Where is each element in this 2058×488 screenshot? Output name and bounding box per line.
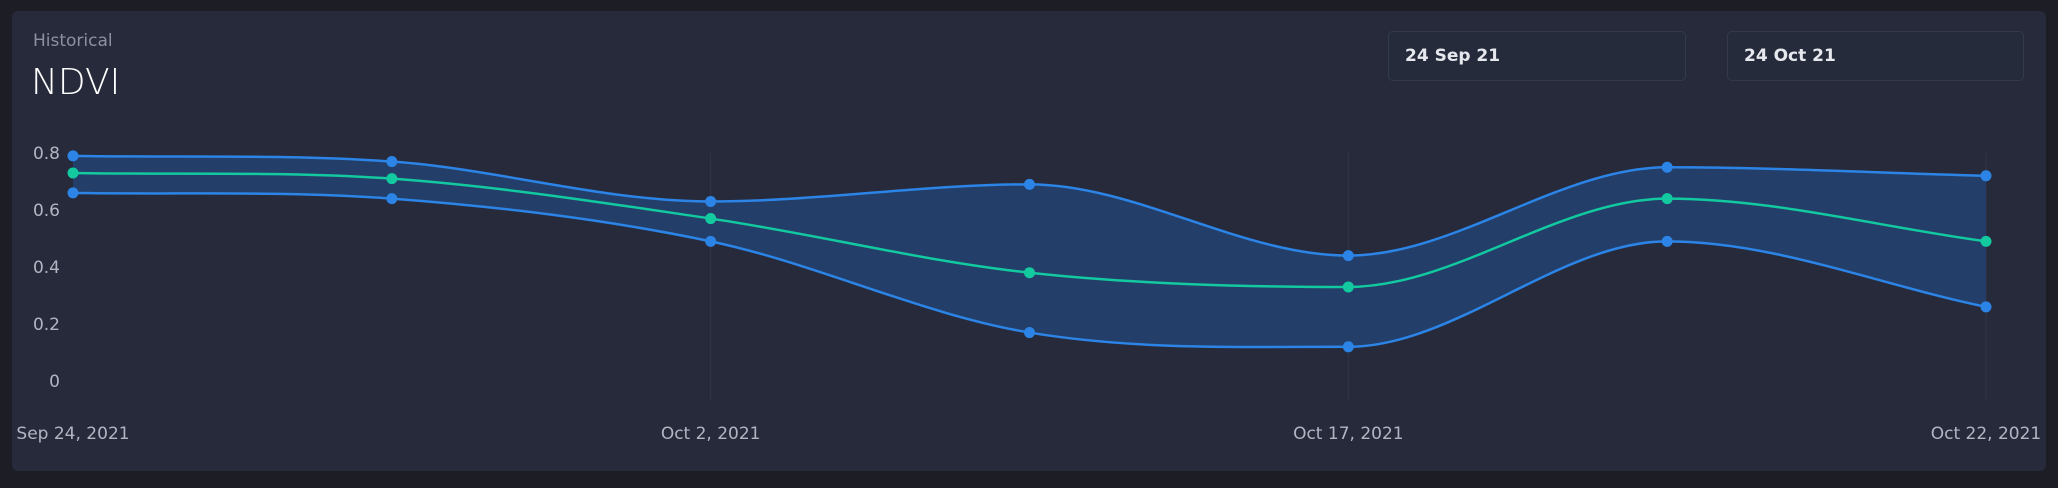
mean-point [386,173,398,185]
y-tick-label: 0.6 [33,201,60,221]
x-tick-label: Sep 24, 2021 [16,424,129,444]
upper-point [1342,250,1354,262]
y-tick-label: 0 [49,372,60,392]
lower-point [1024,327,1035,339]
upper-point [1661,161,1673,173]
upper-point [705,195,717,207]
lower-point [1342,341,1354,353]
mean-point [1024,267,1035,279]
lower-point [1661,235,1673,247]
date-to-value: 24 Oct 21 [1744,46,1836,66]
y-tick-label: 0.4 [33,258,60,278]
mean-point [1661,193,1673,205]
upper-point [1024,178,1035,190]
upper-point [386,156,398,168]
lower-point [1980,301,1992,313]
lower-point [67,187,79,199]
chart-title: NDVI [31,62,121,103]
y-tick-label: 0.2 [33,315,60,335]
upper-point [1980,170,1992,182]
chart-subtitle: Historical [33,31,113,51]
ndvi-range-band [73,155,1986,348]
x-tick-label: Oct 17, 2021 [1293,424,1404,444]
lower-point [705,235,717,247]
mean-point [67,167,79,179]
upper-point [67,150,79,162]
x-tick-label: Oct 22, 2021 [1931,424,2042,444]
mean-point [1980,235,1992,247]
date-from-value: 24 Sep 21 [1405,46,1501,66]
date-to-field[interactable]: 24 Oct 21 [1727,31,2024,81]
mean-point [1342,281,1354,293]
lower-point [386,193,398,205]
x-tick-label: Oct 2, 2021 [661,424,761,444]
date-from-field[interactable]: 24 Sep 21 [1388,31,1686,81]
y-tick-label: 0.8 [33,144,60,164]
mean-point [705,213,717,225]
